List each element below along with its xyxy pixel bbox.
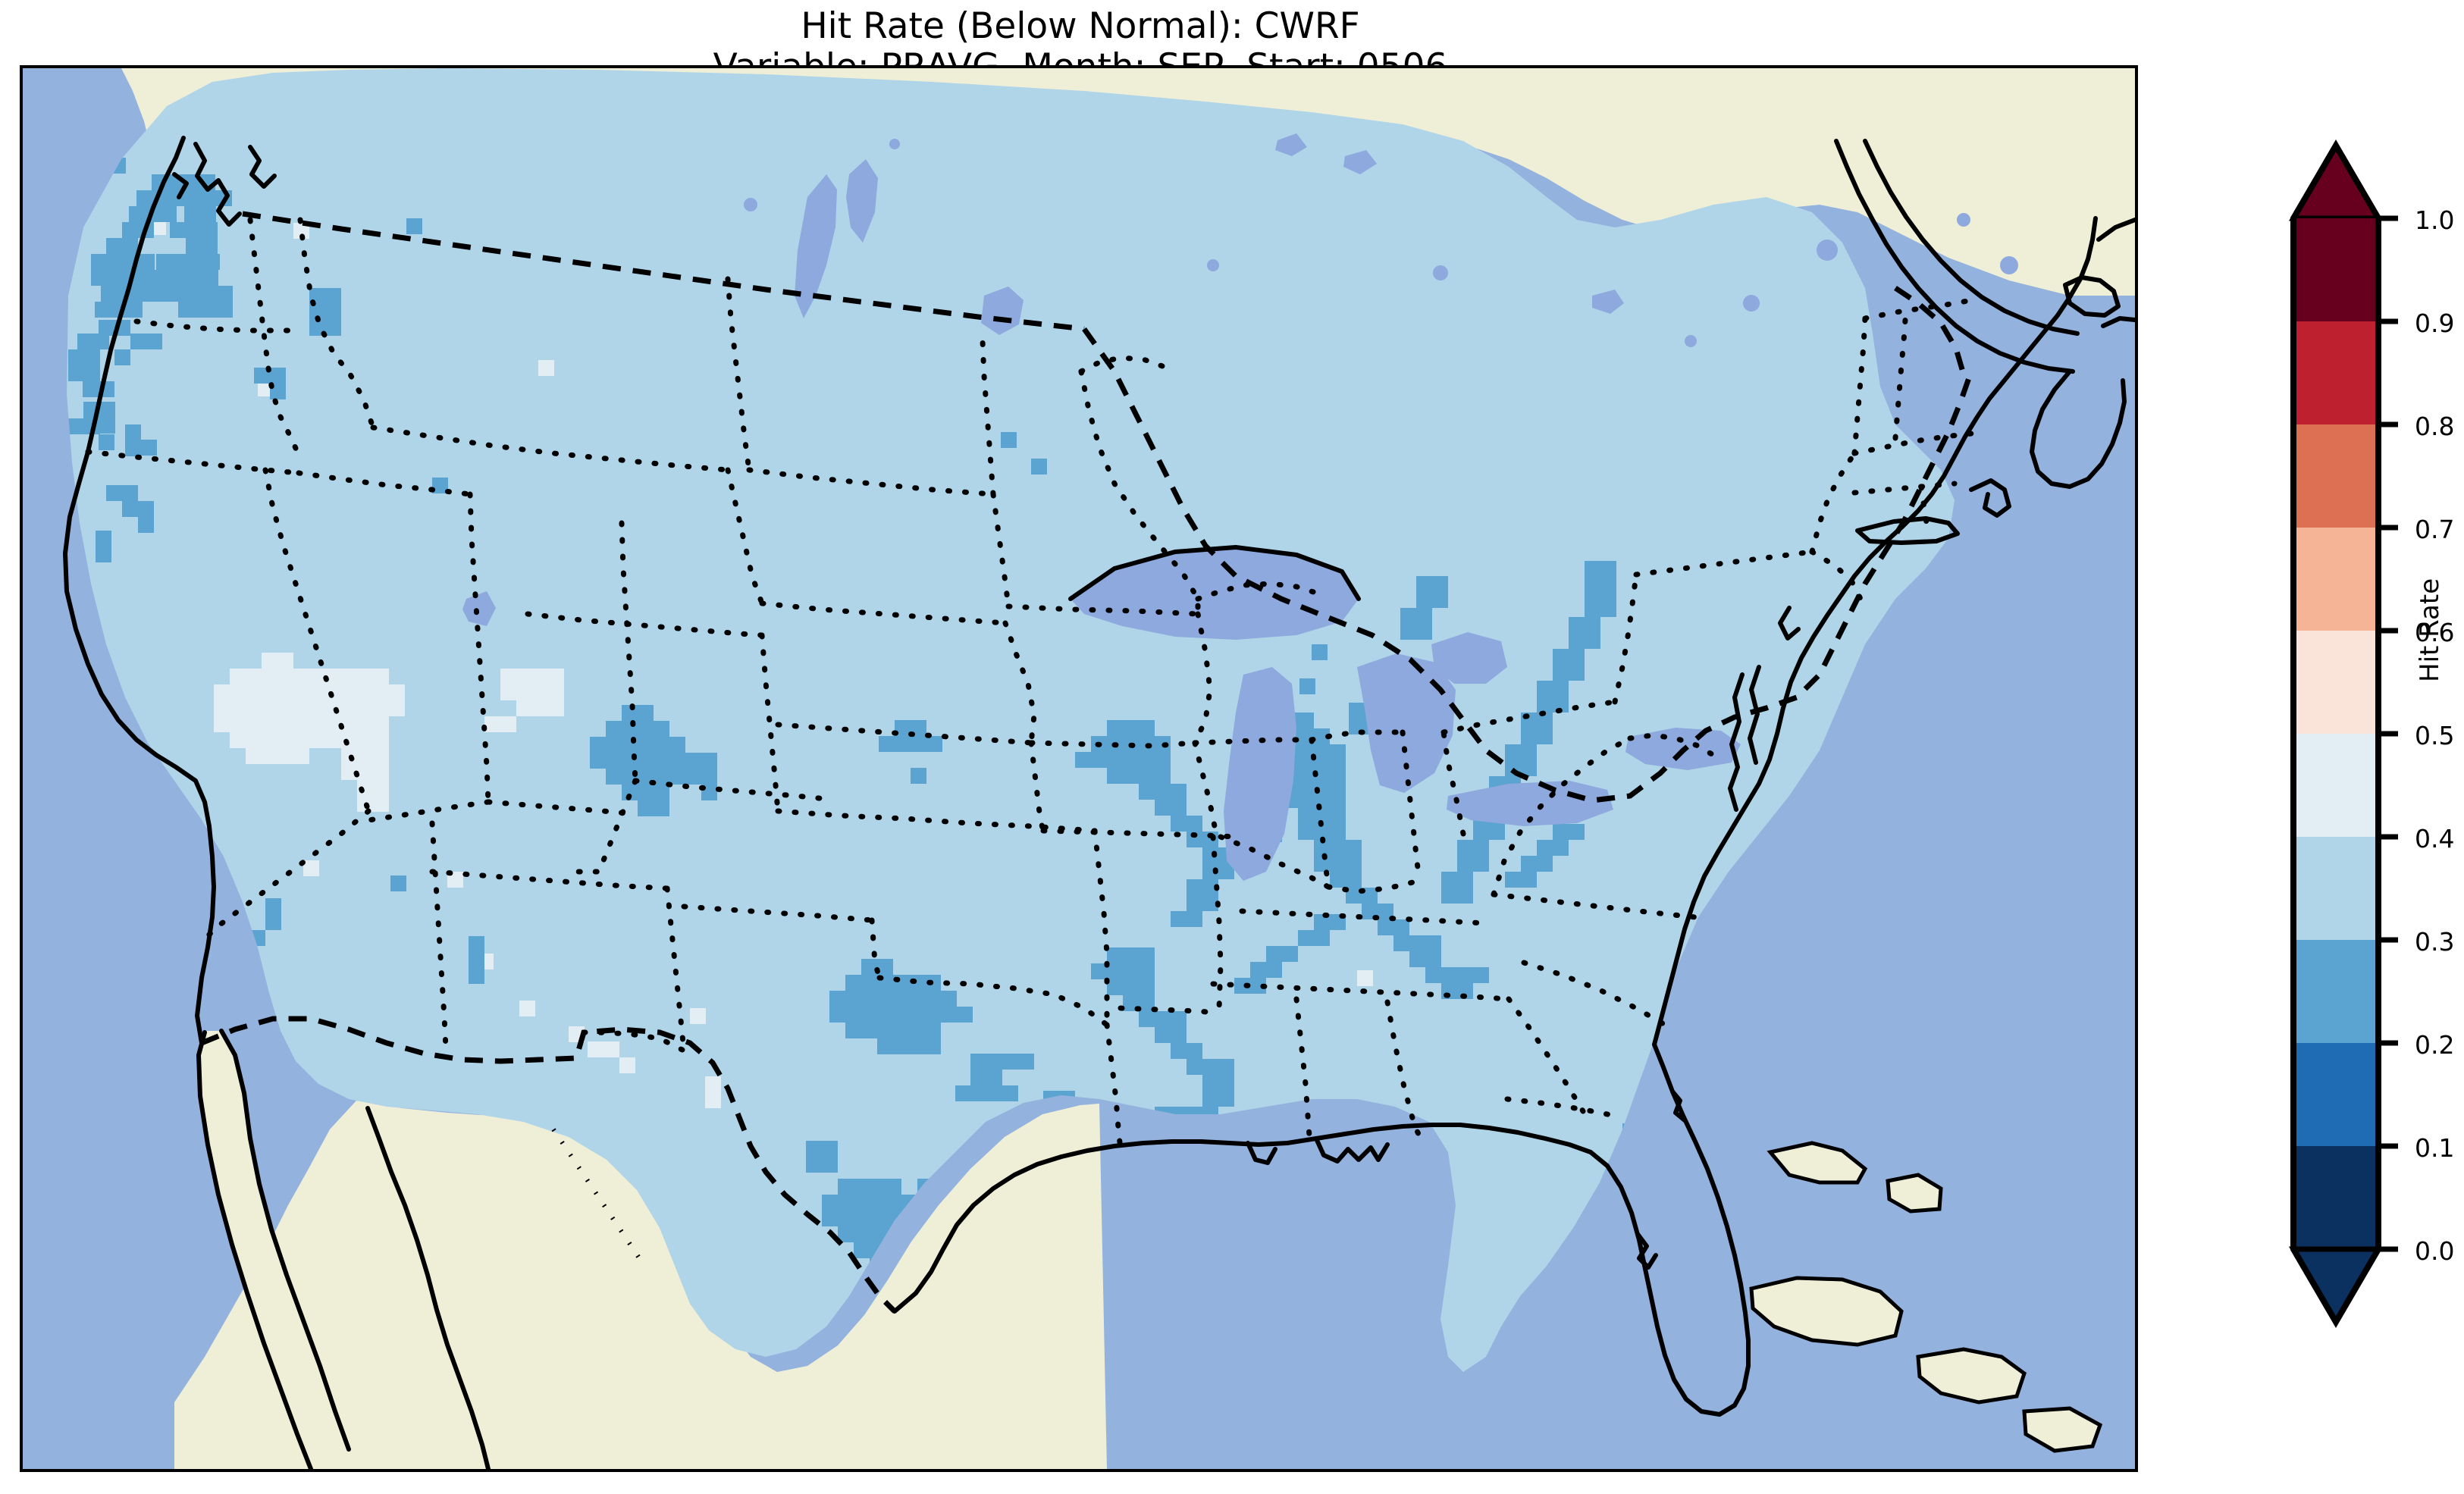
baja-peninsula xyxy=(199,1031,349,1469)
mexico-landmass xyxy=(174,1101,1107,1469)
colorbar-tick-label-0p9: 0.9 xyxy=(2415,309,2454,338)
colorbar-band-0p8-0p9 xyxy=(2293,321,2378,424)
map-svg xyxy=(23,68,2135,1469)
colorbar-tick-label-0p8: 0.8 xyxy=(2415,412,2454,441)
colorbar[interactable]: 1.0 0.9 0.8 0.7 0.6 0.5 0.4 0.3 0.2 0.1 … xyxy=(2269,129,2459,1395)
colorbar-tick-label-0p1: 0.1 xyxy=(2415,1133,2454,1163)
colorbar-band-0p2-0p3 xyxy=(2293,940,2378,1043)
colorbar-band-0p1-0p2 xyxy=(2293,1043,2378,1146)
mexico-internal-borders xyxy=(551,1128,647,1267)
colorbar-band-0p6-0p7 xyxy=(2293,528,2378,631)
country-borders xyxy=(200,211,1974,1314)
colorbar-tick-label-0p0: 0.0 xyxy=(2415,1236,2454,1266)
colorbar-tick-label-0p4: 0.4 xyxy=(2415,824,2454,853)
colorbar-tick-label-0p6: 0.6 xyxy=(2415,618,2454,647)
caribbean-islands xyxy=(1749,1141,2103,1453)
colorbar-axis-label: Hit Rate xyxy=(2415,578,2445,682)
colorbar-band-0p5-0p6 xyxy=(2293,631,2378,734)
canada-landmass xyxy=(447,68,2135,296)
title-line-1: Hit Rate (Below Normal): CWRF xyxy=(801,5,1360,47)
map-inner xyxy=(23,68,2135,1469)
colorbar-extend-bottom xyxy=(2288,1246,2384,1327)
colorbar-band-0p7-0p8 xyxy=(2293,424,2378,528)
great-lakes xyxy=(744,133,2018,881)
colorbar-ticks xyxy=(2378,215,2398,1252)
colorbar-tick-label-0p2: 0.2 xyxy=(2415,1030,2454,1060)
coastlines xyxy=(63,136,2135,1469)
great-salt-lake xyxy=(462,591,496,626)
state-borders xyxy=(85,217,1974,1151)
colorbar-band-0p4-0p5 xyxy=(2293,734,2378,837)
colorbar-band-0p3-0p4 xyxy=(2293,837,2378,940)
colorbar-band-0p0-0p1 xyxy=(2293,1146,2378,1249)
colorbar-band-0p9-1p0 xyxy=(2293,218,2378,321)
colorbar-tick-label-1p0: 1.0 xyxy=(2415,205,2454,235)
map-axes[interactable] xyxy=(20,65,2138,1472)
colorbar-tick-label-0p5: 0.5 xyxy=(2415,721,2454,750)
colorbar-svg[interactable]: 1.0 0.9 0.8 0.7 0.6 0.5 0.4 0.3 0.2 0.1 … xyxy=(2269,129,2459,1417)
colorbar-tick-label-0p7: 0.7 xyxy=(2415,515,2454,544)
colorbar-extend-top xyxy=(2288,140,2384,221)
colorbar-tick-label-0p3: 0.3 xyxy=(2415,927,2454,957)
